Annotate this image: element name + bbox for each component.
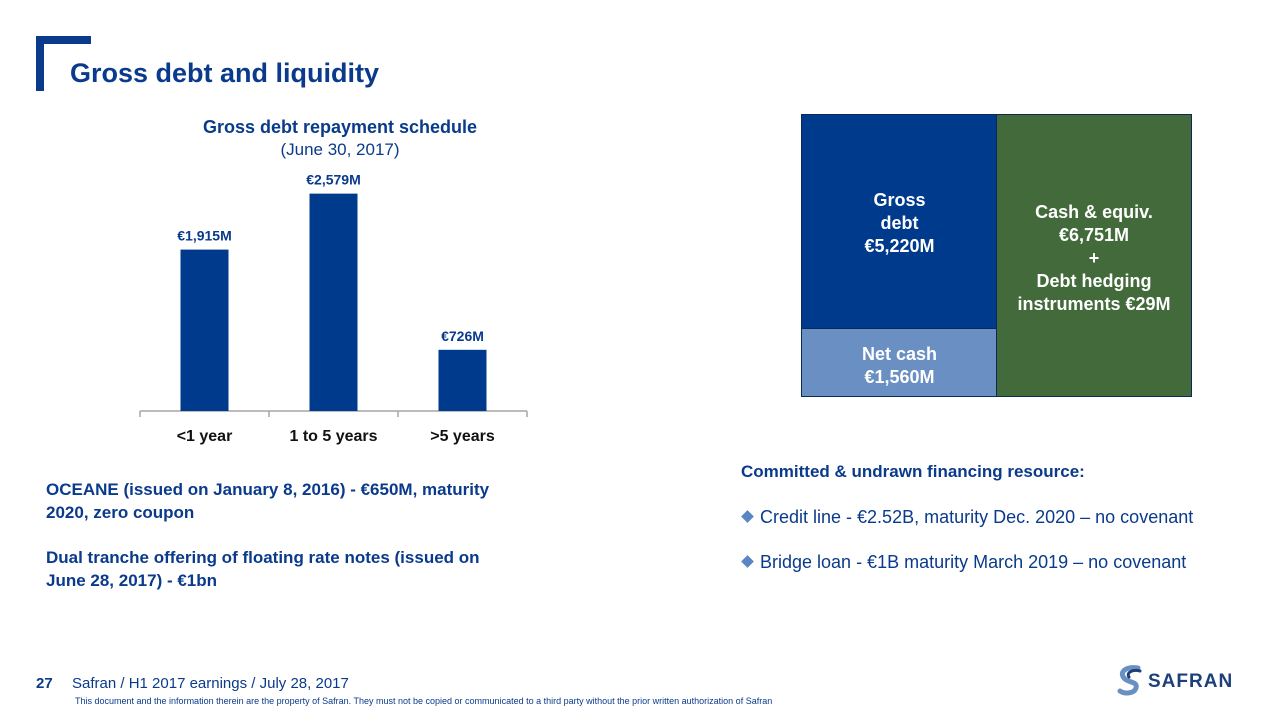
- category-label-2: >5 years: [430, 428, 495, 445]
- hedging-label: Debt hedging: [1036, 271, 1152, 291]
- cash-equiv-box: Cash & equiv. €6,751M + Debt hedging ins…: [996, 114, 1192, 397]
- safran-logo: SAFRAN: [1116, 664, 1256, 700]
- financing-heading: Committed & undrawn financing resource:: [741, 462, 1085, 481]
- frn-note: Dual tranche offering of floating rate n…: [46, 546, 546, 592]
- gross-debt-label-2: debt: [880, 213, 919, 233]
- net-cash-value: €1,560M: [864, 367, 935, 387]
- data-label-0: €1,915M: [177, 228, 231, 244]
- oceane-line-2: 2020, zero coupon: [46, 503, 195, 522]
- gross-debt-box: Gross debt €5,220M: [801, 114, 998, 330]
- data-label-1: €2,579M: [306, 175, 360, 188]
- frn-line-2: June 28, 2017) - €1bn: [46, 571, 218, 590]
- cash-label: Cash & equiv.: [1035, 202, 1153, 222]
- chart-subtitle: (June 30, 2017): [280, 140, 400, 159]
- safran-logo-icon: [1117, 665, 1142, 696]
- page-number: 27: [36, 675, 53, 692]
- bar-1: [309, 193, 358, 411]
- cash-value: €6,751M: [1058, 225, 1130, 245]
- oceane-note: OCEANE (issued on January 8, 2016) - €65…: [46, 478, 546, 524]
- category-label-0: <1 year: [177, 428, 233, 445]
- disclaimer-text: This document and the information therei…: [75, 696, 773, 706]
- credit-line-text: Credit line - €2.52B, maturity Dec. 2020…: [760, 507, 1194, 527]
- footer-text: Safran / H1 2017 earnings / July 28, 201…: [72, 675, 349, 692]
- chart-title: Gross debt repayment schedule: [202, 117, 478, 137]
- net-cash-label: Net cash: [861, 344, 938, 364]
- gross-debt-value: €5,220M: [864, 236, 935, 256]
- gross-debt-label-1: Gross: [873, 190, 926, 210]
- diamond-bullet-icon: [741, 555, 754, 568]
- net-cash-box: Net cash €1,560M: [801, 328, 998, 397]
- diamond-bullet-icon: [741, 510, 754, 523]
- bar-0: [180, 249, 229, 411]
- page-title: Gross debt and liquidity: [70, 58, 380, 88]
- data-label-2: €726M: [441, 328, 484, 344]
- oceane-line-1: OCEANE (issued on January 8, 2016) - €65…: [46, 480, 490, 499]
- repayment-bar-chart: €1,915M <1 year €2,579M 1 to 5 years €726M >5…: [139, 175, 528, 445]
- frn-line-1: Dual tranche offering of floating rate n…: [46, 548, 480, 567]
- cash-plus: +: [1088, 248, 1100, 268]
- category-label-1: 1 to 5 years: [289, 428, 377, 445]
- hedging-value: instruments €29M: [1017, 294, 1171, 314]
- bridge-loan-text: Bridge loan - €1B maturity March 2019 – …: [760, 552, 1187, 572]
- corner-bracket: [36, 36, 91, 91]
- safran-logo-text: SAFRAN: [1148, 671, 1234, 692]
- financing-bullet: Credit line - €2.52B, maturity Dec. 2020…: [741, 507, 1194, 528]
- financing-bullet: Bridge loan - €1B maturity March 2019 – …: [741, 552, 1187, 573]
- bar-2: [438, 349, 487, 411]
